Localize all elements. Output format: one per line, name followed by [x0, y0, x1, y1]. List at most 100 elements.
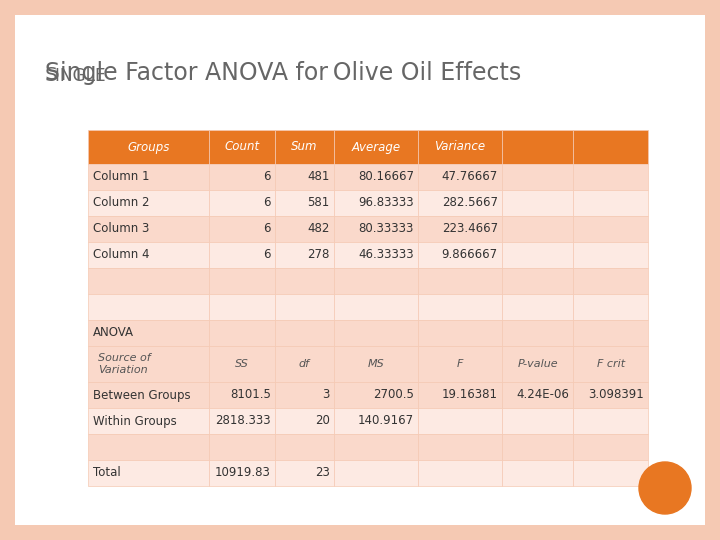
- Bar: [334, 408, 418, 434]
- Text: 140.9167: 140.9167: [358, 415, 414, 428]
- Text: Source of
Variation: Source of Variation: [98, 353, 150, 375]
- Bar: [334, 346, 418, 382]
- Text: 282.5667: 282.5667: [442, 197, 498, 210]
- Text: 8101.5: 8101.5: [230, 388, 271, 402]
- Text: 6: 6: [264, 222, 271, 235]
- Bar: [334, 460, 418, 486]
- Text: Count: Count: [225, 140, 260, 153]
- Bar: [502, 346, 573, 382]
- Bar: [573, 346, 648, 382]
- Bar: [274, 382, 334, 408]
- Bar: [210, 434, 274, 460]
- Bar: [334, 268, 418, 294]
- Bar: [210, 294, 274, 320]
- Bar: [573, 320, 648, 346]
- Text: Column 3: Column 3: [93, 222, 149, 235]
- Bar: [418, 320, 502, 346]
- Bar: [210, 268, 274, 294]
- Bar: [210, 408, 274, 434]
- Text: Total: Total: [93, 467, 121, 480]
- Bar: [210, 346, 274, 382]
- Text: Single Factor ANOVA for Olive Oil Effects: Single Factor ANOVA for Olive Oil Effect…: [45, 61, 521, 85]
- Text: SS: SS: [235, 359, 249, 369]
- Bar: [502, 320, 573, 346]
- Bar: [334, 434, 418, 460]
- Text: S: S: [45, 66, 58, 85]
- Bar: [502, 164, 573, 190]
- Bar: [334, 190, 418, 216]
- Text: 47.76667: 47.76667: [441, 171, 498, 184]
- Bar: [334, 294, 418, 320]
- Bar: [418, 190, 502, 216]
- Text: 4.24E-06: 4.24E-06: [516, 388, 570, 402]
- Bar: [88, 382, 210, 408]
- Text: F crit: F crit: [597, 359, 625, 369]
- Bar: [210, 190, 274, 216]
- Bar: [502, 294, 573, 320]
- Bar: [88, 434, 210, 460]
- Bar: [502, 190, 573, 216]
- Bar: [88, 460, 210, 486]
- Text: 3: 3: [323, 388, 330, 402]
- Bar: [88, 294, 210, 320]
- Text: 2818.333: 2818.333: [215, 415, 271, 428]
- Bar: [418, 242, 502, 268]
- Bar: [88, 320, 210, 346]
- Bar: [418, 346, 502, 382]
- Bar: [210, 164, 274, 190]
- Bar: [88, 408, 210, 434]
- Bar: [418, 294, 502, 320]
- Bar: [502, 216, 573, 242]
- Text: Between Groups: Between Groups: [93, 388, 191, 402]
- Bar: [573, 460, 648, 486]
- Bar: [573, 382, 648, 408]
- Bar: [274, 320, 334, 346]
- Text: 481: 481: [307, 171, 330, 184]
- Bar: [573, 216, 648, 242]
- Bar: [573, 242, 648, 268]
- Text: 223.4667: 223.4667: [441, 222, 498, 235]
- Bar: [274, 164, 334, 190]
- Bar: [334, 242, 418, 268]
- Text: 581: 581: [307, 197, 330, 210]
- Bar: [418, 164, 502, 190]
- Text: 80.16667: 80.16667: [358, 171, 414, 184]
- Bar: [334, 130, 418, 164]
- Text: ANOVA: ANOVA: [93, 327, 134, 340]
- Text: Column 4: Column 4: [93, 248, 150, 261]
- Bar: [418, 130, 502, 164]
- Bar: [573, 164, 648, 190]
- Bar: [210, 242, 274, 268]
- Text: 23: 23: [315, 467, 330, 480]
- Text: P-value: P-value: [517, 359, 558, 369]
- Bar: [573, 130, 648, 164]
- Bar: [418, 382, 502, 408]
- Bar: [573, 190, 648, 216]
- Bar: [210, 216, 274, 242]
- Bar: [274, 268, 334, 294]
- Text: 6: 6: [264, 197, 271, 210]
- Bar: [334, 320, 418, 346]
- Text: Variance: Variance: [434, 140, 485, 153]
- Bar: [274, 460, 334, 486]
- Bar: [88, 130, 210, 164]
- Bar: [210, 320, 274, 346]
- Bar: [210, 130, 274, 164]
- Text: Average: Average: [351, 140, 400, 153]
- Text: Column 1: Column 1: [93, 171, 150, 184]
- Bar: [88, 268, 210, 294]
- Bar: [418, 216, 502, 242]
- Text: 96.83333: 96.83333: [358, 197, 414, 210]
- Bar: [274, 346, 334, 382]
- Text: 2700.5: 2700.5: [373, 388, 414, 402]
- Bar: [418, 460, 502, 486]
- Bar: [502, 268, 573, 294]
- Bar: [274, 434, 334, 460]
- Text: Column 2: Column 2: [93, 197, 150, 210]
- Text: 9.866667: 9.866667: [441, 248, 498, 261]
- Bar: [88, 242, 210, 268]
- Text: 6: 6: [264, 171, 271, 184]
- Bar: [210, 460, 274, 486]
- Bar: [573, 268, 648, 294]
- Text: 19.16381: 19.16381: [442, 388, 498, 402]
